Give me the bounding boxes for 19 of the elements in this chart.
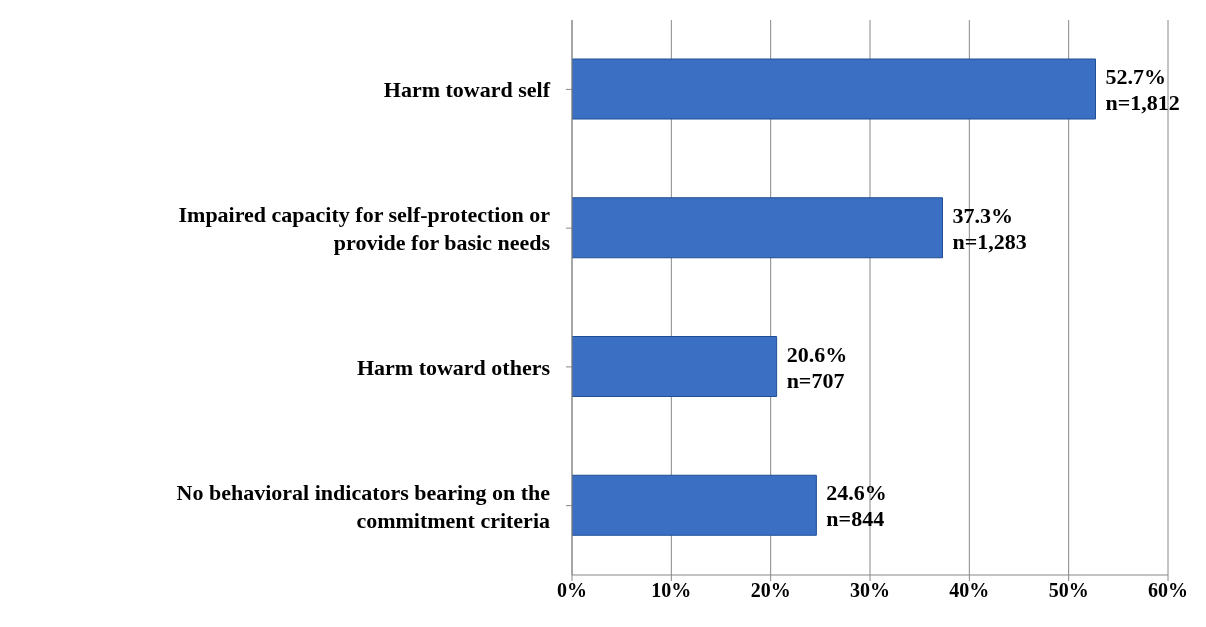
x-tick-label: 50% [1048, 579, 1089, 602]
data-label: 24.6% n=844 [826, 479, 887, 531]
data-label: 52.7% n=1,812 [1105, 63, 1180, 115]
x-tick-label: 40% [949, 579, 990, 602]
bar [572, 336, 778, 397]
bar [572, 474, 817, 536]
x-tick-label: 60% [1148, 579, 1188, 602]
data-label: 37.3% n=1,283 [952, 202, 1027, 254]
x-tick-label: 20% [750, 579, 791, 602]
x-tick-label: 10% [651, 579, 692, 602]
bar [572, 197, 944, 259]
y-tick-label: Impaired capacity for self-protection or provide for basic needs [178, 201, 551, 255]
y-tick-label: No behavioral indicators bearing on the commitment criteria [176, 479, 551, 533]
x-tick-label: 0% [557, 579, 587, 602]
y-tick-label: Harm toward others [356, 354, 551, 380]
x-tick-label: 30% [850, 579, 890, 602]
bar [572, 58, 1096, 120]
data-label: 20.6% n=707 [786, 341, 848, 392]
y-tick-label: Harm toward self [383, 76, 551, 102]
